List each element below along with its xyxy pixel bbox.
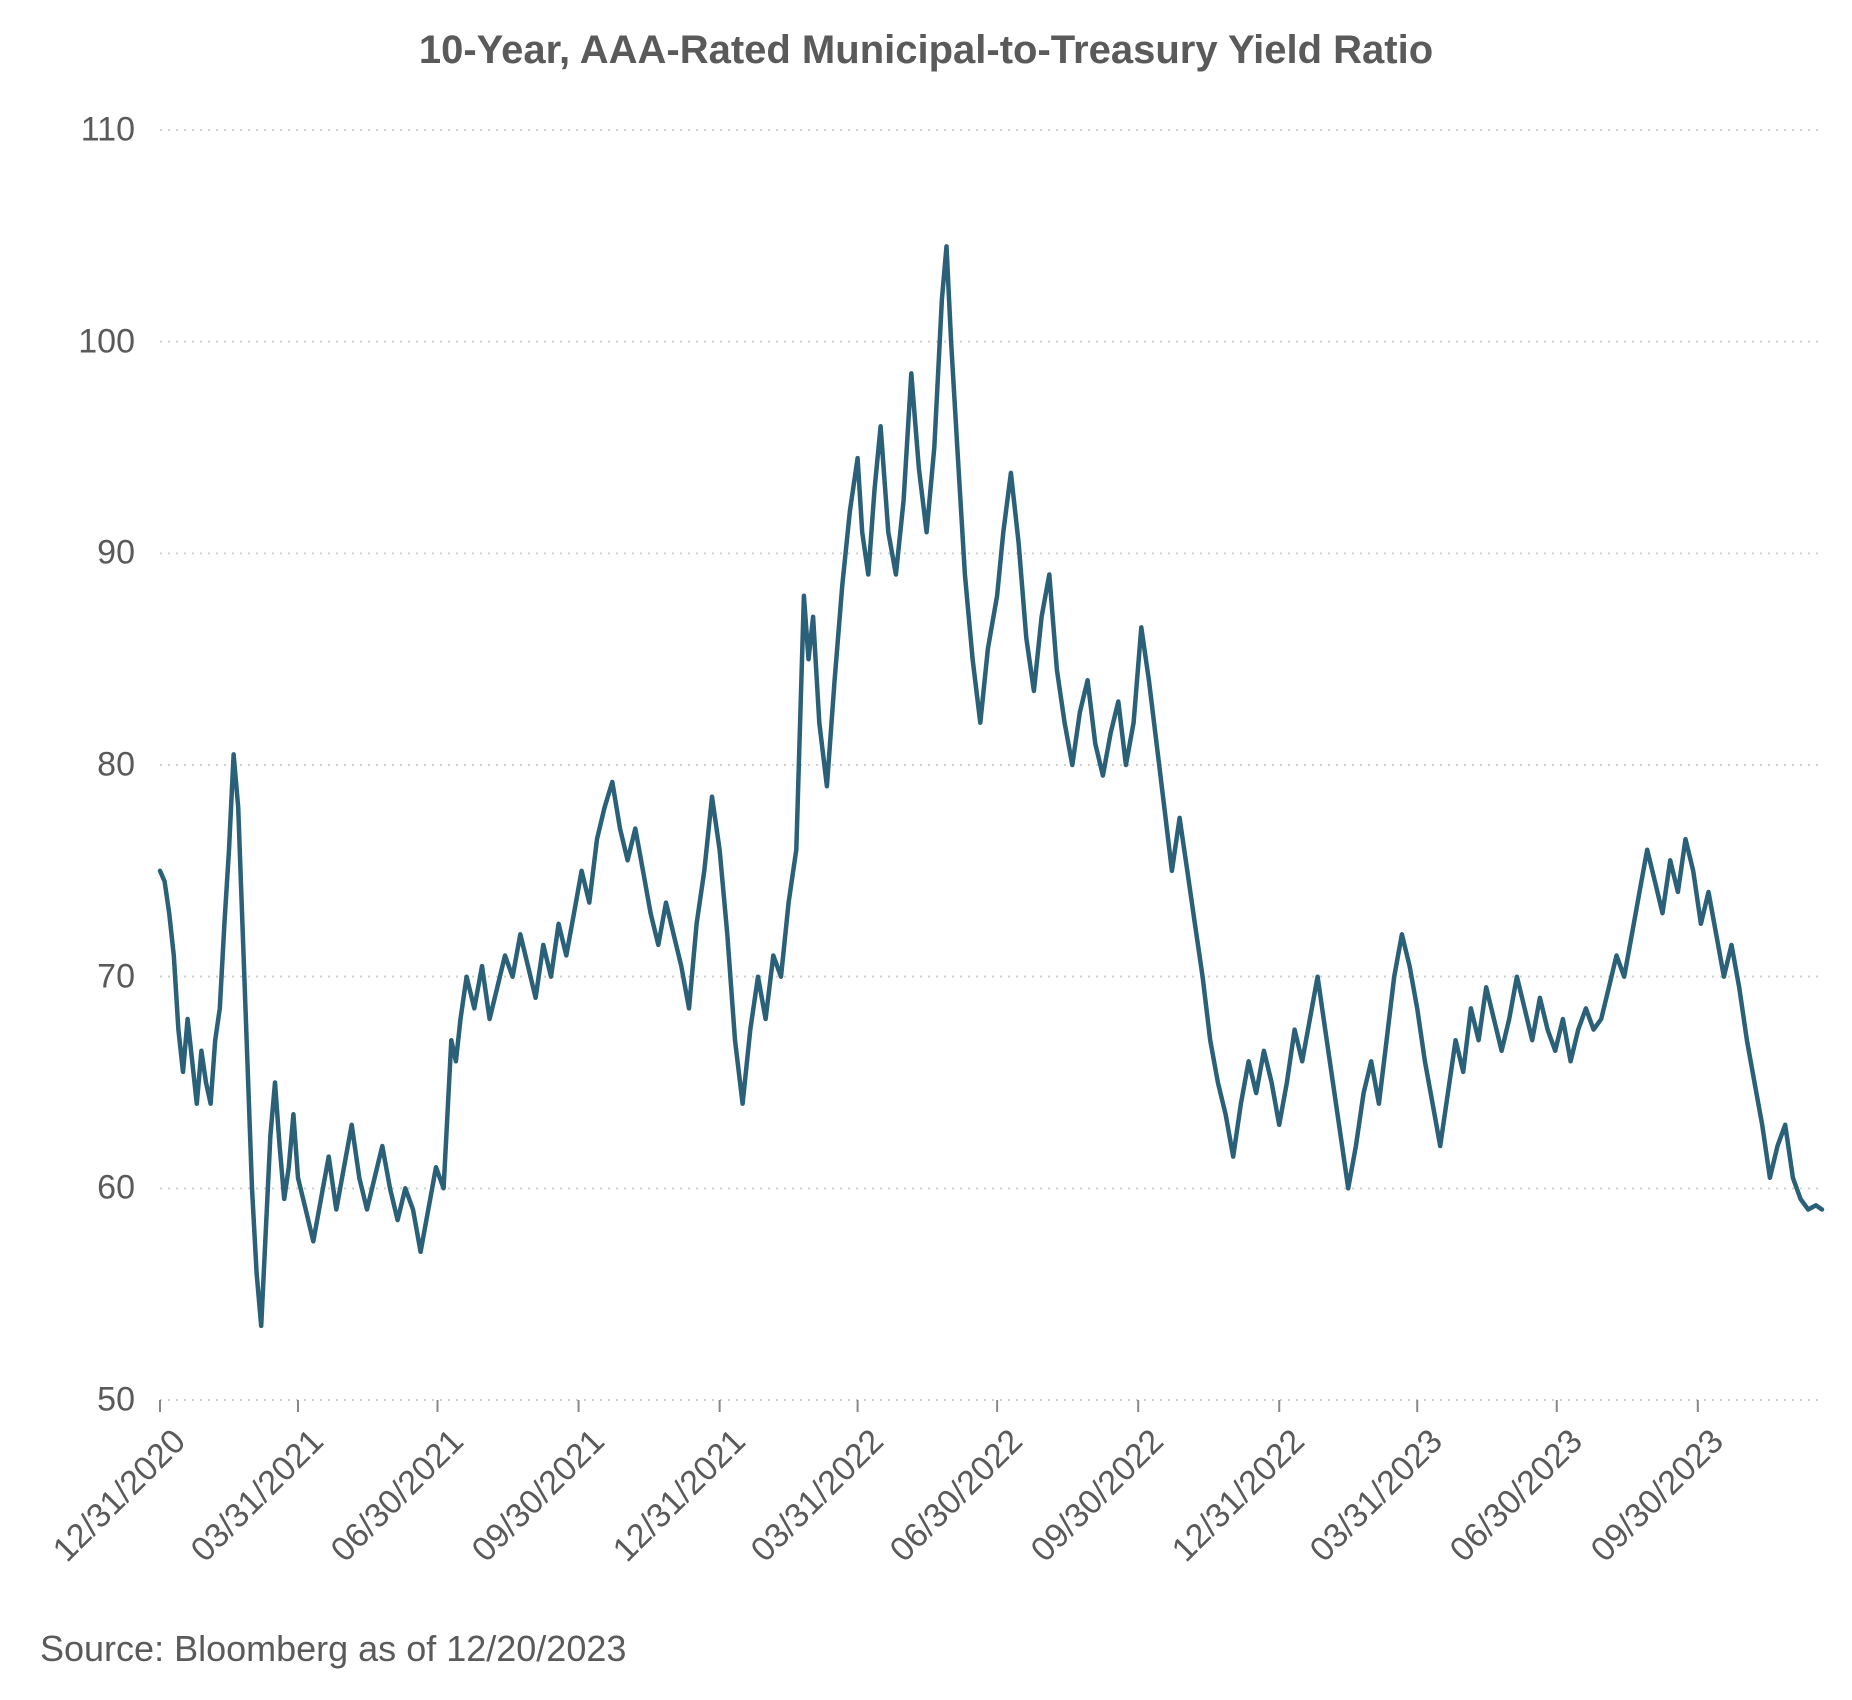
y-axis-label: 90 — [0, 534, 135, 573]
y-axis-label: 110 — [0, 111, 135, 150]
y-axis-label: 100 — [0, 322, 135, 361]
source-text: Source: Bloomberg as of 12/20/2023 — [40, 1628, 626, 1670]
data-line — [160, 246, 1822, 1326]
y-axis-label: 60 — [0, 1169, 135, 1208]
chart-title: 10-Year, AAA-Rated Municipal-to-Treasury… — [0, 28, 1852, 73]
y-axis-label: 50 — [0, 1381, 135, 1420]
y-axis-label: 70 — [0, 957, 135, 996]
y-axis-label: 80 — [0, 746, 135, 785]
